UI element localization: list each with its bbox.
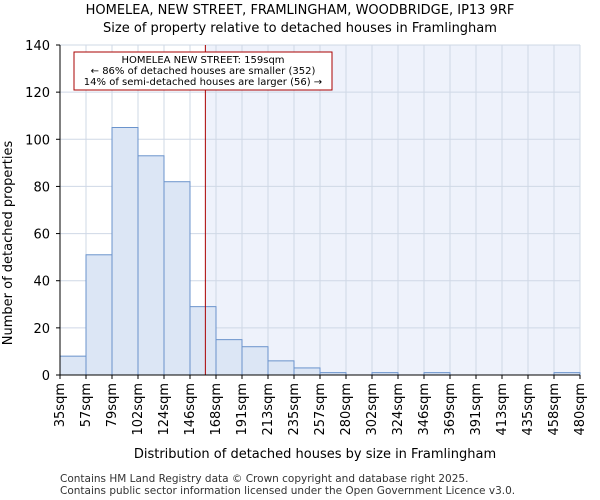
x-tick-label: 35sqm <box>53 383 68 427</box>
x-tick-label: 346sqm <box>417 383 432 436</box>
y-tick-label: 80 <box>33 180 50 195</box>
larger-region-background <box>205 45 580 375</box>
x-tick-label: 435sqm <box>521 383 536 436</box>
x-tick-label: 458sqm <box>547 383 562 436</box>
x-axis-label: Distribution of detached houses by size … <box>134 447 496 462</box>
bar-213sqm <box>267 360 295 376</box>
y-tick-label: 120 <box>25 86 50 101</box>
x-tick-label: 280sqm <box>339 383 354 436</box>
bar-102sqm <box>137 155 165 376</box>
bar-79sqm <box>111 127 139 376</box>
y-tick-label: 100 <box>25 133 50 148</box>
bar-235sqm <box>293 367 321 376</box>
bar-35sqm <box>59 355 87 376</box>
x-tick-label: 369sqm <box>443 383 458 436</box>
y-axis-label: Number of detached properties <box>1 141 16 346</box>
x-tick-label: 79sqm <box>105 383 120 427</box>
property-annotation: HOMELEA NEW STREET: 159sqm ← 86% of deta… <box>73 51 333 91</box>
x-tick-label: 213sqm <box>261 383 276 436</box>
x-tick-label: 124sqm <box>157 383 172 436</box>
bar-57sqm <box>85 254 113 376</box>
footer-line-2: Contains public sector information licen… <box>60 485 515 497</box>
y-tick-label: 140 <box>25 39 50 54</box>
x-tick-label: 480sqm <box>573 383 588 436</box>
y-tick-label: 60 <box>33 228 50 243</box>
x-tick-label: 413sqm <box>495 383 510 436</box>
x-tick-label: 235sqm <box>287 383 302 436</box>
y-ticks: 0 20 40 60 80 100 120 140 <box>25 39 60 384</box>
x-ticks: 35sqm 57sqm 79sqm 102sqm 124sqm 146sqm 168sqm 1… <box>53 375 588 436</box>
x-tick-label: 257sqm <box>313 383 328 436</box>
y-tick-label: 40 <box>33 275 50 290</box>
x-tick-label: 146sqm <box>183 383 198 436</box>
y-tick-label: 0 <box>42 369 50 384</box>
annotation-line-2: ← 86% of detached houses are smaller (35… <box>91 66 316 77</box>
y-tick-label: 20 <box>33 322 50 337</box>
x-tick-label: 302sqm <box>365 383 380 436</box>
bar-191sqm <box>241 346 269 376</box>
x-tick-label: 57sqm <box>79 383 94 427</box>
bar-124sqm <box>163 181 191 376</box>
bar-168sqm <box>215 339 243 376</box>
annotation-line-3: 14% of semi-detached houses are larger (… <box>84 77 322 88</box>
bars <box>59 127 581 376</box>
x-tick-label: 168sqm <box>209 383 224 436</box>
x-tick-label: 191sqm <box>235 383 250 436</box>
footer-line-1: Contains HM Land Registry data © Crown c… <box>60 473 468 485</box>
x-tick-label: 102sqm <box>131 383 146 436</box>
annotation-box <box>73 51 333 91</box>
chart-title: HOMELEA, NEW STREET, FRAMLINGHAM, WOODBR… <box>86 3 515 18</box>
annotation-line-1: HOMELEA NEW STREET: 159sqm <box>121 55 284 66</box>
x-tick-label: 324sqm <box>391 383 406 436</box>
x-tick-label: 391sqm <box>469 383 484 436</box>
bar-146sqm <box>189 306 217 376</box>
chart-subtitle: Size of property relative to detached ho… <box>103 21 497 36</box>
